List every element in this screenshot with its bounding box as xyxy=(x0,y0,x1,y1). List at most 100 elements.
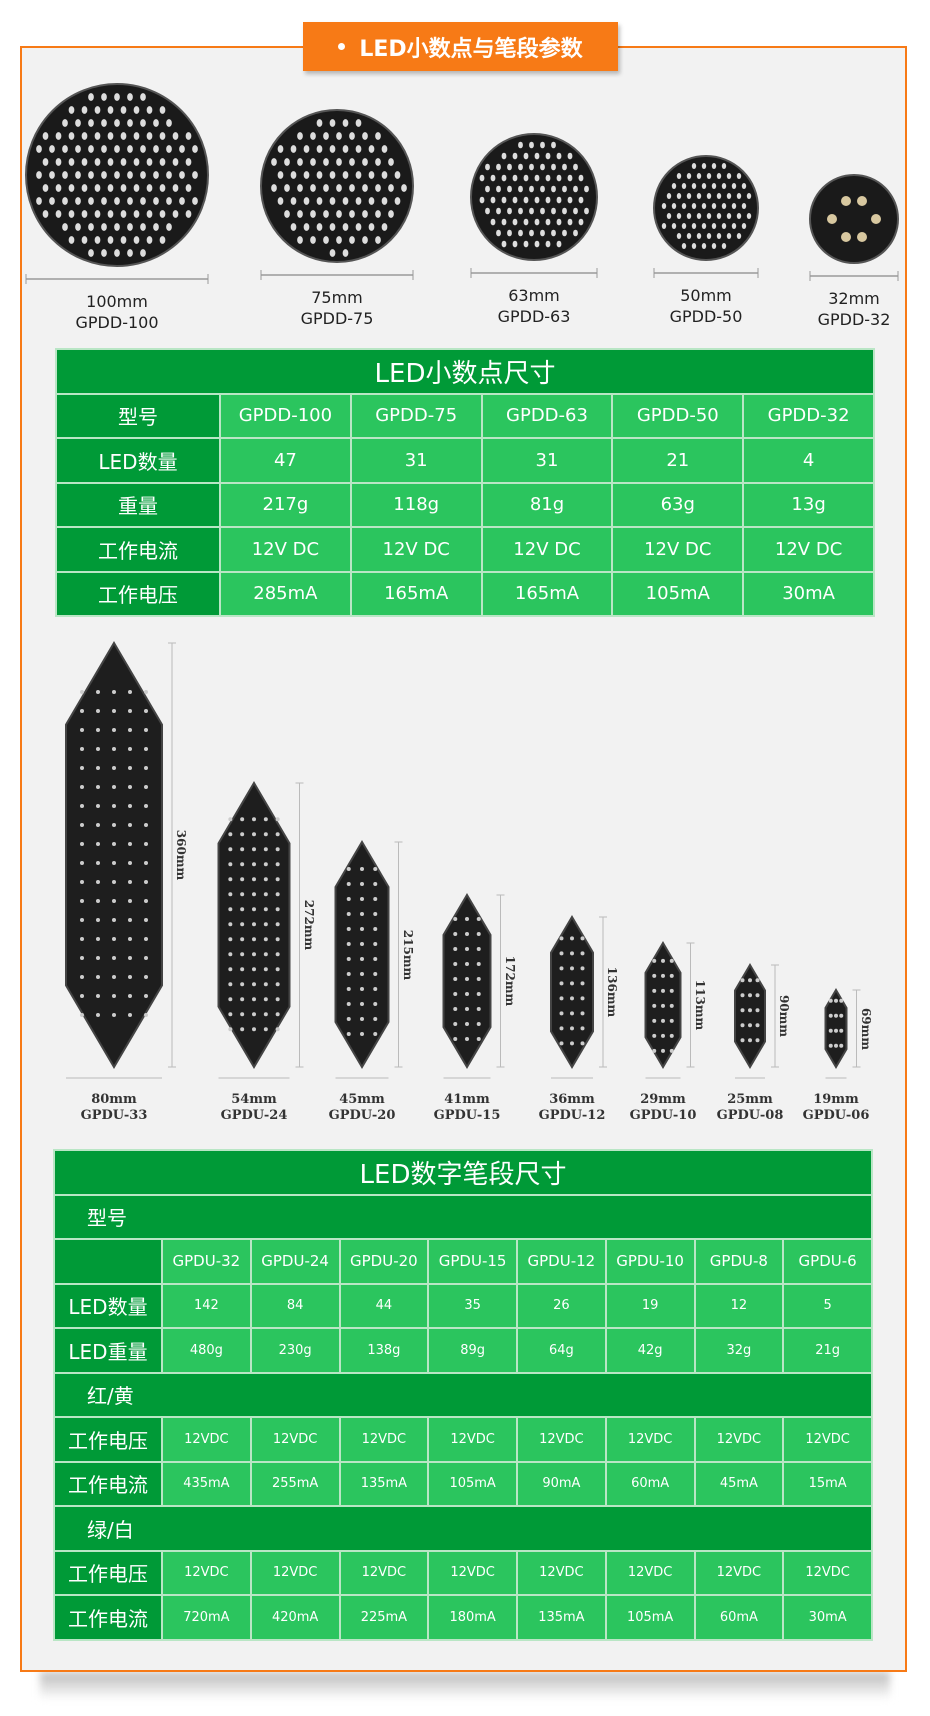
led-icon xyxy=(88,249,94,257)
led-icon xyxy=(240,862,245,867)
led-icon xyxy=(669,973,674,978)
led-icon xyxy=(681,243,687,249)
led-icon xyxy=(263,952,268,957)
model-label: GPDU-33 xyxy=(80,1108,148,1123)
led-icon xyxy=(496,163,501,171)
led-icon xyxy=(284,158,290,166)
height-label: 215mm xyxy=(400,929,415,980)
model-label: GPDU-10 xyxy=(629,1108,697,1123)
led-icon xyxy=(166,171,172,179)
table-cell: 89g xyxy=(427,1327,518,1374)
led-icon xyxy=(559,1011,564,1016)
led-icon xyxy=(277,171,284,179)
led-icon xyxy=(669,1018,674,1023)
led-icon xyxy=(275,1012,280,1017)
led-icon xyxy=(144,993,148,998)
led-icon xyxy=(373,882,378,887)
led-icon xyxy=(839,1013,844,1018)
led-icon xyxy=(252,892,256,897)
led-icon xyxy=(263,877,268,882)
led-icon xyxy=(240,967,245,972)
size-label: 75mm xyxy=(311,288,363,307)
led-icon xyxy=(706,233,712,239)
led-icon xyxy=(144,1012,148,1017)
led-icon xyxy=(316,197,323,205)
led-icon xyxy=(80,708,84,713)
led-segment-image xyxy=(334,840,390,1069)
led-icon xyxy=(252,832,256,837)
led-icon xyxy=(691,163,697,169)
led-icon xyxy=(75,223,81,231)
led-icon xyxy=(323,210,329,218)
led-icon xyxy=(112,708,116,713)
led-icon xyxy=(373,942,378,947)
led-icon xyxy=(263,892,268,897)
table-cell: 720mA xyxy=(161,1594,252,1641)
table-cell: 63g xyxy=(611,481,745,528)
led-icon xyxy=(716,193,722,199)
led-icon xyxy=(696,173,702,179)
led-icon xyxy=(252,922,256,927)
led-icon xyxy=(146,132,153,140)
led-icon xyxy=(297,184,303,192)
led-icon xyxy=(81,210,88,218)
led-icon xyxy=(834,1028,838,1033)
size-label: 50mm xyxy=(680,286,732,305)
led-icon xyxy=(263,967,268,972)
table-cell: 105mA xyxy=(427,1460,518,1507)
led-icon xyxy=(652,988,657,993)
led-icon xyxy=(465,1006,469,1011)
model-label: GPDU-20 xyxy=(328,1108,396,1123)
led-icon xyxy=(556,218,562,226)
led-icon xyxy=(661,988,665,993)
section-title-text: LED小数点与笔段参数 xyxy=(359,36,583,62)
led-icon xyxy=(828,1028,833,1033)
led-icon xyxy=(88,119,94,127)
led-icon xyxy=(49,197,55,205)
led-icon xyxy=(496,229,501,237)
led-icon xyxy=(578,174,584,182)
led-icon xyxy=(275,862,280,867)
segment-label: 29mm GPDU-10 xyxy=(630,1092,697,1124)
model-label: GPDD-50 xyxy=(669,307,743,326)
led-icon xyxy=(146,184,153,192)
led-icon xyxy=(88,145,94,153)
dot-label: 32mm GPDD-32 xyxy=(818,288,891,330)
led-icon xyxy=(240,982,245,987)
led-icon xyxy=(562,229,567,237)
row-label: 工作电流 xyxy=(53,1460,163,1507)
led-icon xyxy=(80,974,84,979)
led-icon xyxy=(661,1018,665,1023)
led-icon xyxy=(584,185,589,193)
led-icon xyxy=(476,946,481,951)
led-icon xyxy=(228,982,233,987)
table-cell: 84 xyxy=(249,1282,341,1329)
led-icon xyxy=(228,877,233,882)
led-icon xyxy=(88,197,94,205)
led-icon xyxy=(128,727,132,732)
led-icon xyxy=(140,249,146,257)
led-icon xyxy=(81,158,88,166)
led-icon xyxy=(228,847,233,852)
led-icon xyxy=(290,145,297,153)
led-icon xyxy=(114,197,120,205)
led-icon xyxy=(263,832,268,837)
led-icon xyxy=(559,951,564,956)
table-cell: 32g xyxy=(693,1327,785,1374)
led-icon xyxy=(252,817,256,822)
led-dot-image xyxy=(260,109,414,263)
led-icon xyxy=(721,243,727,249)
led-icon xyxy=(179,171,185,179)
led-dot-image xyxy=(470,133,598,261)
led-icon xyxy=(534,196,540,204)
model-label: GPDD-100 xyxy=(75,313,159,332)
led-icon xyxy=(96,689,100,694)
led-icon xyxy=(127,249,133,257)
table-cell: 12VDC xyxy=(693,1549,785,1596)
led-icon xyxy=(128,936,132,941)
led-icon xyxy=(570,936,574,941)
led-icon xyxy=(144,727,148,732)
led-icon xyxy=(80,955,84,960)
led-icon xyxy=(297,158,303,166)
led-icon xyxy=(133,184,140,192)
